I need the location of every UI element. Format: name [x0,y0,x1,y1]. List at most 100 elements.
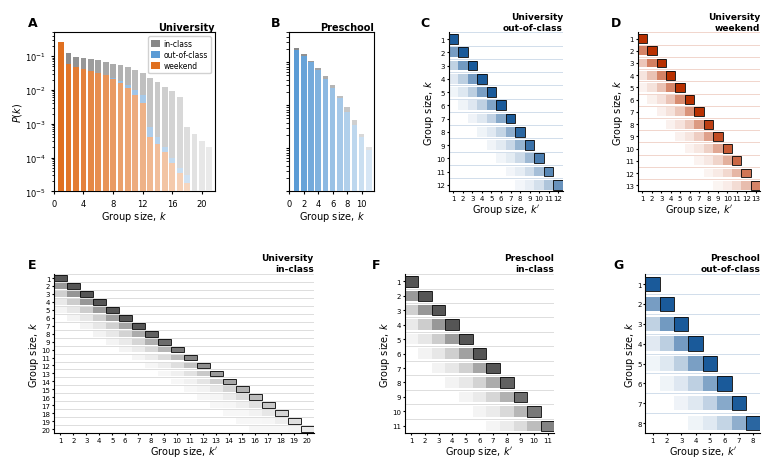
Bar [685,120,694,129]
Bar [741,181,751,190]
Bar [723,181,732,190]
Bar [262,410,275,416]
Bar [293,49,300,476]
Bar [157,355,170,361]
X-axis label: Group size, $k$: Group size, $k$ [299,210,365,224]
Bar [93,331,106,337]
Text: F: F [372,258,380,271]
Bar [535,168,544,177]
Bar [170,355,184,361]
Bar [184,379,197,385]
Bar [468,115,477,124]
Bar [93,315,106,321]
Bar [500,407,514,416]
Bar [110,80,116,476]
Bar [477,128,487,137]
Bar [487,128,496,137]
Bar [515,128,525,137]
Bar [344,113,350,476]
Bar [675,84,685,93]
Bar [184,371,197,377]
Bar [249,410,262,416]
Bar [154,145,161,476]
Bar [197,395,210,400]
Bar [418,320,432,330]
Bar [418,291,432,301]
Bar [162,148,167,476]
Bar [119,315,131,321]
Bar [67,299,80,305]
Bar [468,88,477,98]
Bar [445,377,459,388]
Text: Preschool
in-class: Preschool in-class [505,254,554,274]
X-axis label: Group size, $k'$: Group size, $k'$ [665,203,733,217]
Bar [95,61,101,476]
Bar [732,181,741,190]
Bar [500,421,514,431]
Bar [660,337,674,351]
Bar [197,387,210,392]
Bar [432,348,445,359]
Bar [732,157,741,166]
Bar [674,396,688,410]
Bar [88,60,94,476]
Bar [514,392,527,402]
Bar [688,357,703,371]
Bar [703,157,713,166]
Bar [66,66,71,476]
Bar [458,101,468,111]
Bar [80,315,93,321]
X-axis label: Group size, $k'$: Group size, $k'$ [472,203,540,217]
Bar [657,108,666,117]
Bar [210,387,223,392]
Bar [554,180,563,190]
Bar [637,35,647,44]
Bar [449,75,458,84]
Bar [170,379,184,385]
Bar [110,64,116,476]
Bar [140,74,146,476]
Bar [666,96,675,105]
Bar [713,181,723,190]
Bar [459,334,472,345]
Bar [541,421,554,431]
Bar [637,84,647,93]
Bar [81,70,86,476]
Bar [535,180,544,190]
Bar [405,277,418,287]
Bar [544,168,554,177]
Bar [119,339,131,345]
Bar [746,416,760,430]
Bar [468,61,477,71]
Bar [344,108,350,476]
Bar [58,45,64,476]
Bar [262,426,275,432]
Bar [207,206,212,476]
Bar [207,209,212,476]
Bar [329,86,336,476]
Bar [645,277,660,291]
Bar [525,180,535,190]
Bar [337,96,343,476]
Bar [657,72,666,80]
Bar [472,348,486,359]
Bar [703,416,717,430]
Bar [93,299,106,305]
Bar [445,348,459,359]
Bar [405,277,418,287]
Bar [262,403,275,408]
Bar [54,276,67,281]
Bar [445,320,459,330]
Bar [468,101,477,111]
Bar [88,72,94,476]
Bar [405,334,418,345]
Bar [535,154,544,164]
Legend: in-class, out-of-class, weekend: in-class, out-of-class, weekend [148,37,210,74]
Bar [157,363,170,368]
Text: University
weekend: University weekend [708,12,760,32]
Bar [541,421,554,431]
Bar [73,68,79,476]
Bar [496,141,506,150]
Bar [660,357,674,371]
Y-axis label: Group size, $k$: Group size, $k$ [28,321,41,387]
